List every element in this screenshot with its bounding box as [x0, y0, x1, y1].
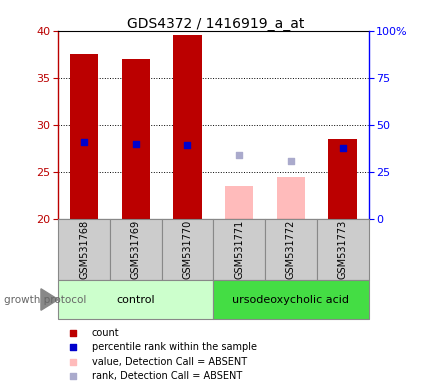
Text: rank, Detection Call = ABSENT: rank, Detection Call = ABSENT [92, 371, 241, 381]
Text: GSM531768: GSM531768 [79, 220, 89, 279]
Bar [58, 219, 110, 280]
Bar [264, 219, 316, 280]
Bar [276, 177, 304, 219]
Bar [121, 59, 150, 219]
Point [235, 152, 242, 158]
Text: GSM531773: GSM531773 [337, 220, 347, 279]
Text: value, Detection Call = ABSENT: value, Detection Call = ABSENT [92, 357, 246, 367]
Bar [316, 219, 368, 280]
Text: percentile rank within the sample: percentile rank within the sample [92, 342, 256, 353]
Bar [213, 219, 264, 280]
Point [69, 359, 76, 365]
Point [132, 141, 139, 147]
Bar [110, 219, 161, 280]
Text: growth protocol: growth protocol [4, 295, 86, 305]
Text: count: count [92, 328, 119, 338]
Text: GSM531770: GSM531770 [182, 220, 192, 279]
Bar [224, 186, 253, 219]
Text: GDS4372 / 1416919_a_at: GDS4372 / 1416919_a_at [126, 17, 304, 31]
Bar [173, 35, 201, 219]
Polygon shape [41, 289, 58, 310]
Text: GSM531771: GSM531771 [233, 220, 244, 279]
Bar [58, 280, 213, 319]
Text: control: control [116, 295, 155, 305]
Bar [161, 219, 213, 280]
Point [287, 157, 294, 164]
Text: ursodeoxycholic acid: ursodeoxycholic acid [232, 295, 349, 305]
Bar [213, 280, 368, 319]
Point [69, 373, 76, 379]
Bar [70, 54, 98, 219]
Text: GSM531772: GSM531772 [285, 220, 295, 279]
Point [338, 145, 345, 151]
Point [69, 330, 76, 336]
Point [69, 344, 76, 350]
Point [184, 141, 190, 147]
Text: GSM531769: GSM531769 [130, 220, 141, 279]
Bar [328, 139, 356, 219]
Point [80, 139, 87, 145]
